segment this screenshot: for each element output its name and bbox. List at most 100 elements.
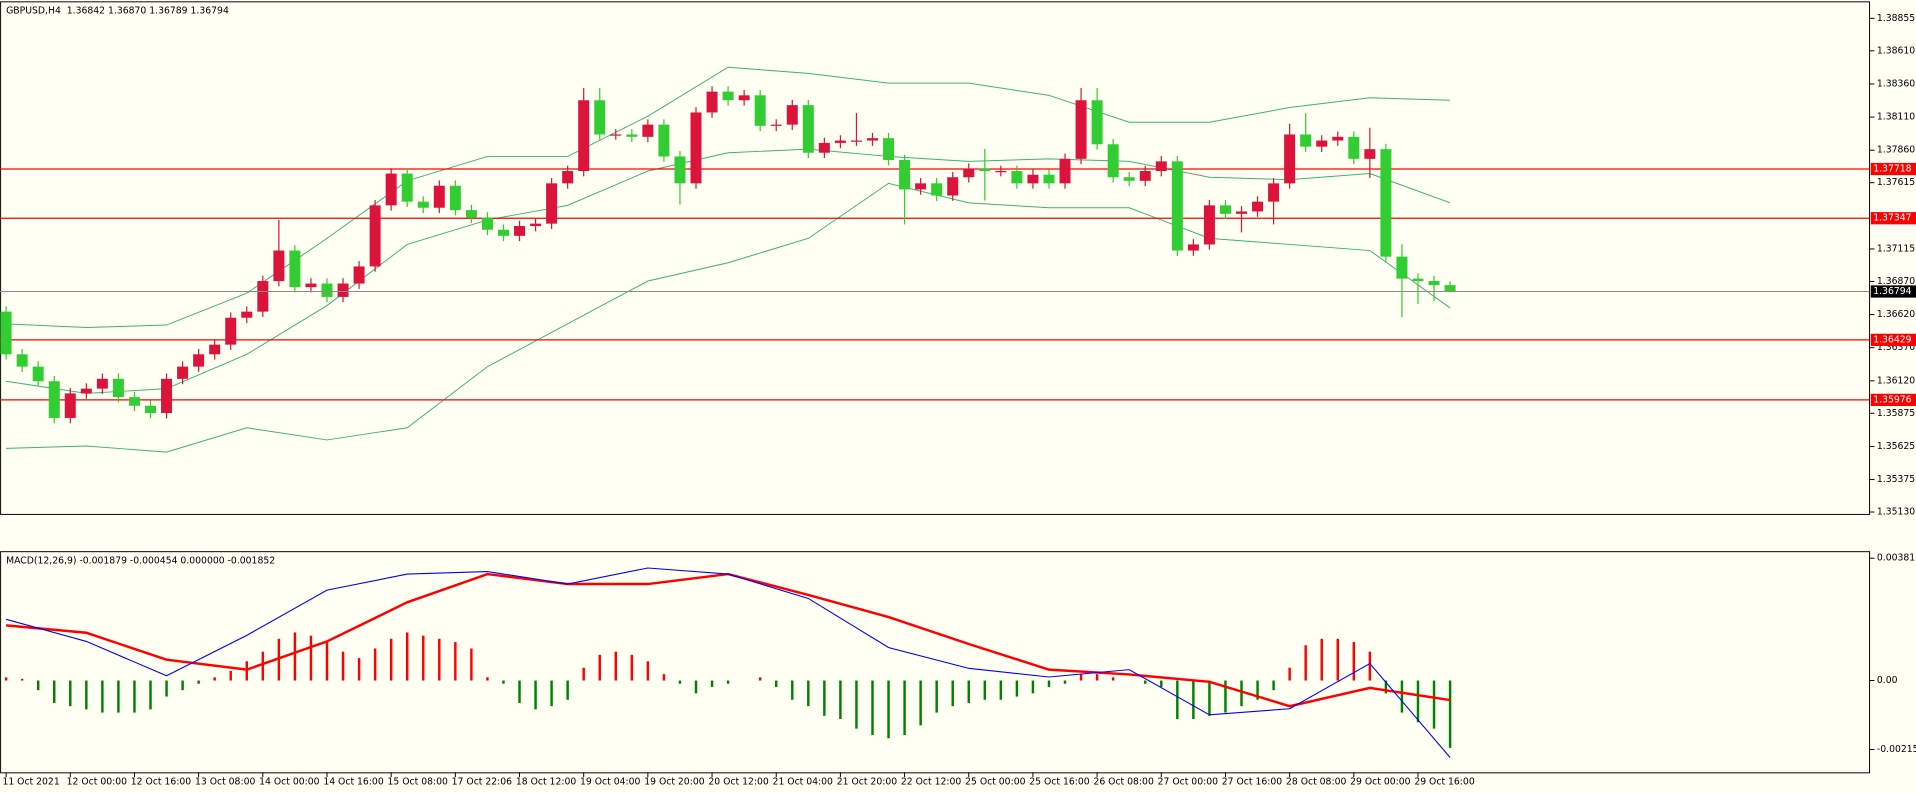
x-tick-label: 15 Oct 08:00	[388, 777, 449, 788]
candle-body	[530, 223, 542, 227]
candle-body	[1219, 205, 1231, 214]
y-tick-label: 0.003815	[1877, 553, 1916, 564]
candle-body	[722, 91, 734, 101]
candle-body	[1075, 100, 1087, 159]
x-tick-label: 27 Oct 00:00	[1158, 777, 1219, 788]
candle-body	[770, 124, 782, 126]
candle-body	[96, 378, 108, 389]
y-tick-label: 1.38855	[1877, 13, 1915, 24]
y-tick-label: 1.36870	[1877, 276, 1915, 287]
candle-body	[594, 100, 606, 135]
candle-body	[128, 397, 140, 406]
candle-body	[289, 250, 301, 288]
candle-body	[626, 134, 638, 137]
candle-body	[481, 217, 493, 230]
candle-body	[850, 140, 862, 142]
candle-body	[1236, 211, 1248, 214]
candle-body	[706, 91, 718, 113]
candle-body	[401, 173, 413, 202]
candle-body	[546, 183, 558, 224]
level-label-box	[1870, 393, 1916, 407]
candle-body	[915, 183, 927, 190]
candle-body	[209, 344, 221, 355]
x-tick-label: 14 Oct 00:00	[259, 777, 320, 788]
candle-body	[642, 124, 654, 137]
candle-body	[1171, 161, 1183, 251]
candle-body	[1187, 244, 1199, 251]
candle-body	[610, 134, 622, 136]
x-tick-label: 27 Oct 16:00	[1222, 777, 1283, 788]
x-tick-label: 25 Oct 00:00	[965, 777, 1026, 788]
chart-title: GBPUSD,H4 1.36842 1.36870 1.36789 1.3679…	[6, 5, 229, 16]
candle-body	[112, 378, 124, 398]
y-tick-label: 1.35625	[1877, 441, 1915, 452]
candle-body	[995, 171, 1007, 173]
candle-body	[257, 281, 269, 312]
candle-body	[979, 168, 991, 172]
candle-body	[353, 266, 365, 284]
x-tick-label: 26 Oct 08:00	[1093, 777, 1154, 788]
candle-body	[32, 366, 44, 382]
candle-body	[1059, 158, 1071, 184]
x-tick-label: 28 Oct 08:00	[1286, 777, 1347, 788]
x-tick-label: 18 Oct 12:00	[516, 777, 577, 788]
y-tick-label: 0.00	[1877, 675, 1898, 686]
x-tick-label: 22 Oct 12:00	[901, 777, 962, 788]
price-label-box	[1870, 285, 1916, 298]
candle-body	[64, 393, 76, 418]
candle-body	[1332, 136, 1344, 141]
candle-body	[1300, 134, 1312, 147]
candle-body	[273, 250, 285, 282]
candle-body	[16, 354, 28, 367]
candle-body	[1364, 149, 1376, 159]
candle-body	[385, 173, 397, 206]
band-upper	[6, 66, 1451, 329]
candle-body	[786, 105, 798, 125]
candle-body	[417, 201, 429, 208]
x-tick-label: 17 Oct 22:06	[452, 777, 513, 788]
candle-body	[1107, 144, 1119, 178]
candle-body	[866, 138, 878, 141]
candle-body	[1011, 171, 1023, 184]
candle-body	[1091, 100, 1103, 145]
candle-body	[449, 185, 461, 211]
level-label-box	[1870, 212, 1916, 225]
y-tick-label: 1.37615	[1877, 177, 1915, 188]
candle-body	[562, 171, 574, 184]
candle-body	[80, 388, 92, 394]
candle-body	[48, 381, 60, 418]
level-label: 1.37347	[1873, 213, 1911, 224]
candle-body	[193, 354, 205, 367]
candle-body	[1348, 136, 1360, 159]
candle-body	[369, 205, 381, 267]
candle-body	[1428, 281, 1440, 286]
candle-body	[818, 142, 830, 153]
candle-body	[1284, 134, 1296, 184]
candle-body	[1444, 285, 1456, 292]
level-label-box	[1870, 333, 1916, 346]
candle-body	[931, 183, 943, 196]
y-tick-label: 1.37115	[1877, 243, 1915, 254]
x-tick-label: 25 Oct 16:00	[1029, 777, 1090, 788]
y-tick-label: 1.36620	[1877, 309, 1915, 320]
x-tick-label: 12 Oct 16:00	[131, 777, 192, 788]
candle-body	[1268, 183, 1280, 202]
y-tick-label: 1.37860	[1877, 145, 1915, 156]
y-tick-label: 1.38110	[1877, 112, 1915, 123]
candle-body	[1203, 205, 1215, 245]
price-panel	[0, 1, 1871, 515]
x-tick-label: 19 Oct 04:00	[580, 777, 641, 788]
level-label: 1.36429	[1873, 334, 1911, 345]
candle-body	[241, 311, 253, 318]
candle-body	[690, 112, 702, 184]
y-tick-label: 1.38610	[1877, 45, 1915, 56]
candle-body	[1380, 149, 1392, 257]
candle-body	[1155, 161, 1167, 172]
level-label: 1.35976	[1873, 394, 1911, 405]
y-tick-label: 1.35130	[1877, 507, 1915, 518]
level-label: 1.37718	[1873, 164, 1911, 175]
band-middle	[6, 148, 1451, 394]
candle-body	[1316, 140, 1328, 147]
